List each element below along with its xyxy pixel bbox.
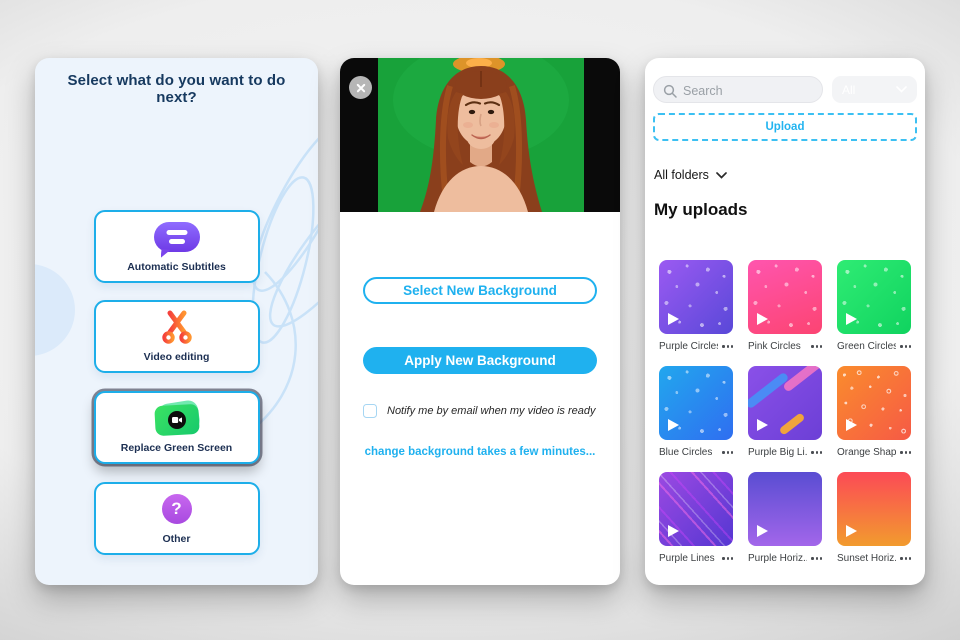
upload-item: Pink Circles xyxy=(748,260,822,352)
video-thumbnail[interactable] xyxy=(837,366,911,440)
video-title: Green Circles xyxy=(837,341,897,352)
video-thumbnail[interactable] xyxy=(748,366,822,440)
green-screen-editor-panel: Select New Background Apply New Backgrou… xyxy=(340,58,620,585)
play-icon xyxy=(846,525,857,537)
video-thumbnail[interactable] xyxy=(748,472,822,546)
video-thumbnail[interactable] xyxy=(659,472,733,546)
more-options-icon[interactable] xyxy=(807,555,822,561)
subtitles-bubble-icon xyxy=(153,222,200,252)
upload-item: Purple Lines xyxy=(659,472,733,564)
apply-new-background-button[interactable]: Apply New Background xyxy=(363,347,597,374)
more-options-icon[interactable] xyxy=(807,343,822,349)
more-options-icon[interactable] xyxy=(896,449,911,455)
more-options-icon[interactable] xyxy=(896,343,911,349)
option-label: Replace Green Screen xyxy=(120,442,233,454)
video-title: Purple Lines xyxy=(659,553,715,564)
more-options-icon[interactable] xyxy=(718,449,733,455)
section-title: My uploads xyxy=(654,200,748,219)
option-label: Other xyxy=(162,533,191,545)
backgrounds-library-panel: All Upload All folders My uploads Purple… xyxy=(645,58,925,585)
folders-dropdown[interactable]: All folders xyxy=(654,168,727,182)
upload-item: Green Circles xyxy=(837,260,911,352)
folders-label: All folders xyxy=(654,168,709,182)
notify-checkbox[interactable] xyxy=(363,404,377,418)
notify-row: Notify me by email when my video is read… xyxy=(363,404,597,418)
scissors-icon xyxy=(157,307,197,352)
play-icon xyxy=(668,313,679,325)
play-icon xyxy=(757,313,768,325)
upload-item: Purple Horiz... xyxy=(748,472,822,564)
green-screen-clip-icon xyxy=(151,399,203,439)
upload-item: Purple Big Li... xyxy=(748,366,822,458)
video-title: Orange Shap... xyxy=(837,447,897,458)
video-title: Purple Horiz... xyxy=(748,553,808,564)
uploads-grid: Purple Circles Pink Circles Green Circle… xyxy=(659,260,911,564)
page-title: Select what do you want to do next? xyxy=(67,72,286,106)
option-label: Automatic Subtitles xyxy=(127,261,226,273)
video-preview xyxy=(340,58,620,212)
video-camera-icon xyxy=(167,411,186,429)
option-label: Video editing xyxy=(143,351,210,363)
upload-item: Purple Circles xyxy=(659,260,733,352)
processing-time-caption: change background takes a few minutes... xyxy=(364,446,596,458)
more-options-icon[interactable] xyxy=(718,343,733,349)
video-thumbnail[interactable] xyxy=(659,366,733,440)
play-icon xyxy=(757,525,768,537)
select-new-background-button[interactable]: Select New Background xyxy=(363,277,597,304)
notify-label: Notify me by email when my video is read… xyxy=(387,405,596,417)
video-title: Purple Big Li... xyxy=(748,447,808,458)
play-icon xyxy=(757,419,768,431)
video-title: Purple Circles xyxy=(659,341,719,352)
video-title: Pink Circles xyxy=(748,341,801,352)
video-thumbnail[interactable] xyxy=(837,472,911,546)
filter-dropdown[interactable]: All xyxy=(832,76,917,103)
question-mark-icon xyxy=(161,494,192,524)
video-title: Blue Circles xyxy=(659,447,713,458)
green-screen-photo xyxy=(378,58,584,212)
more-options-icon[interactable] xyxy=(896,555,911,561)
play-icon xyxy=(846,313,857,325)
upload-item: Orange Shap... xyxy=(837,366,911,458)
search-icon xyxy=(663,84,677,98)
close-icon[interactable] xyxy=(349,76,372,99)
chevron-down-icon xyxy=(896,86,907,93)
more-options-icon[interactable] xyxy=(718,555,733,561)
play-icon xyxy=(668,525,679,537)
video-thumbnail[interactable] xyxy=(659,260,733,334)
chevron-down-icon xyxy=(716,171,727,179)
option-video-editing[interactable]: Video editing xyxy=(93,300,260,373)
option-replace-green-screen[interactable]: Replace Green Screen xyxy=(93,391,260,464)
play-icon xyxy=(668,419,679,431)
play-icon xyxy=(846,419,857,431)
upload-item: Blue Circles xyxy=(659,366,733,458)
search-input[interactable] xyxy=(681,78,820,103)
filter-value: All xyxy=(842,82,856,97)
upload-button[interactable]: Upload xyxy=(653,113,917,141)
video-thumbnail[interactable] xyxy=(748,260,822,334)
upload-item: Sunset Horiz... xyxy=(837,472,911,564)
option-other[interactable]: Other xyxy=(93,482,260,555)
choose-action-panel: Select what do you want to do next? Auto… xyxy=(35,58,318,585)
video-title: Sunset Horiz... xyxy=(837,553,897,564)
search-box xyxy=(653,76,823,103)
more-options-icon[interactable] xyxy=(807,449,822,455)
option-automatic-subtitles[interactable]: Automatic Subtitles xyxy=(93,210,260,283)
video-thumbnail[interactable] xyxy=(837,260,911,334)
